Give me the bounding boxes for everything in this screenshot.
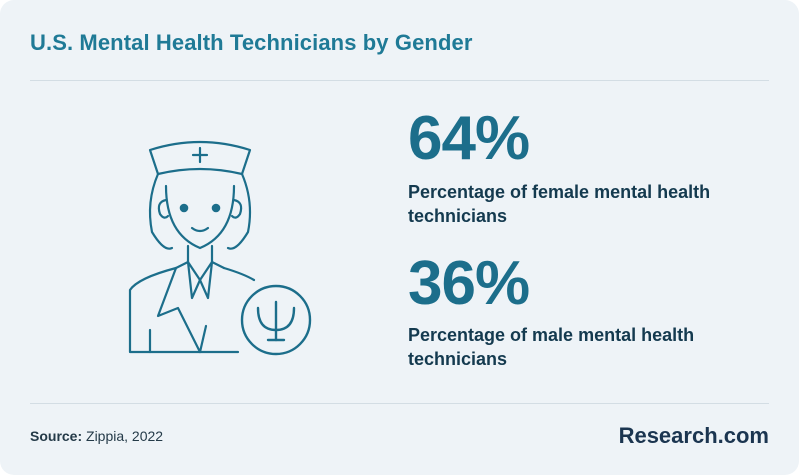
nurse-icon	[128, 140, 256, 354]
male-percentage-label: Percentage of male mental health technic…	[408, 325, 695, 369]
female-percentage-label: Percentage of female mental health techn…	[408, 182, 711, 226]
source-text: Zippia, 2022	[86, 428, 164, 444]
top-divider	[30, 80, 769, 81]
female-percentage-value: 64%	[408, 104, 530, 173]
source-key: Source:	[30, 428, 83, 444]
psi-symbol-icon	[240, 284, 312, 356]
male-percentage-value: 36%	[408, 249, 530, 318]
brand-logo[interactable]: Research.com	[618, 423, 769, 448]
bottom-divider	[30, 403, 769, 404]
page-title: U.S. Mental Health Technicians by Gender	[30, 30, 473, 55]
source-citation: Source: Zippia, 2022	[30, 428, 163, 444]
